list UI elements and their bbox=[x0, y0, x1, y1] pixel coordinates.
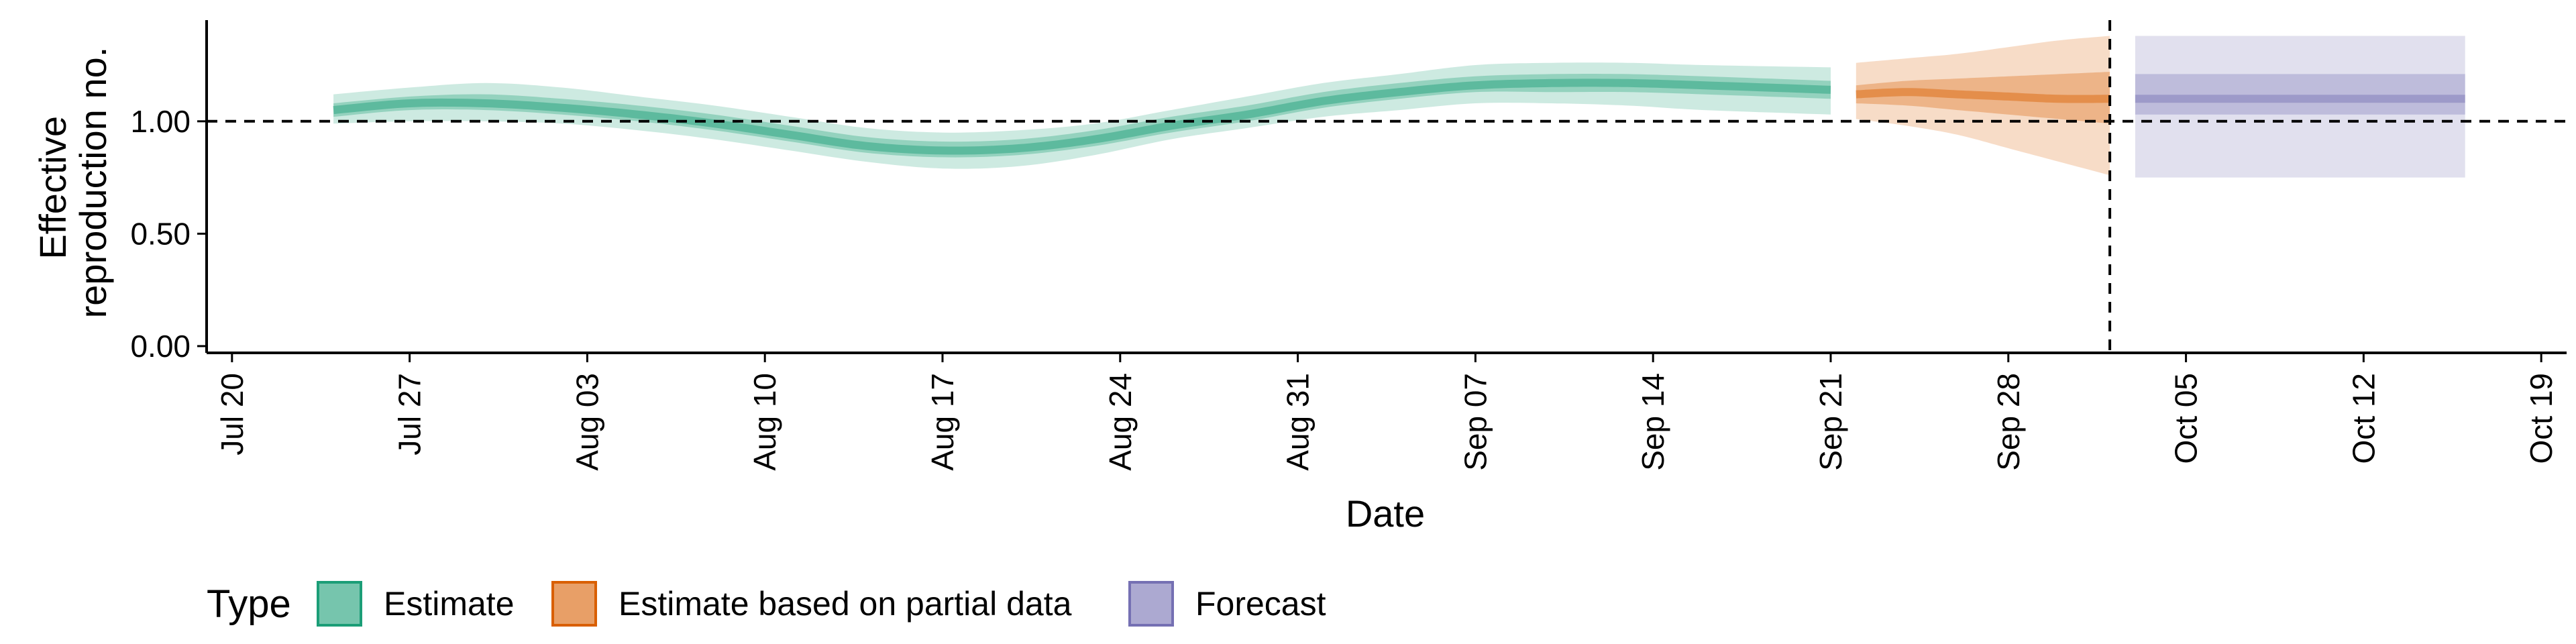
y-tick-label: 1.00 bbox=[130, 104, 191, 139]
legend-entries: Estimate Estimate based on partial data Fo… bbox=[317, 581, 1326, 627]
legend-label: Forecast bbox=[1195, 585, 1326, 623]
ribbon-layer bbox=[333, 36, 2465, 178]
x-tick-label: Jul 27 bbox=[392, 373, 427, 455]
y-axis-title-line-1: Effective bbox=[32, 116, 74, 260]
y-tick-label: 0.50 bbox=[130, 216, 191, 251]
x-axis-title: Date bbox=[1346, 492, 1425, 535]
x-tick-label: Aug 31 bbox=[1281, 373, 1316, 471]
legend-swatch bbox=[1128, 581, 1174, 627]
x-tick-label: Oct 19 bbox=[2524, 373, 2559, 464]
x-tick-label: Sep 14 bbox=[1635, 373, 1670, 471]
x-tick-label: Sep 07 bbox=[1458, 373, 1493, 471]
x-axis-ticks: Jul 20 Jul 27 Aug 03 Aug 10 Aug 17 Aug 24 Aug … bbox=[215, 353, 2559, 471]
forecast-ribbon-90 bbox=[2135, 36, 2465, 178]
estimate-based-on-partial-data-ribbon-50 bbox=[1856, 72, 2110, 124]
x-tick-label: Sep 28 bbox=[1991, 373, 2026, 471]
x-tick-label: Oct 12 bbox=[2346, 373, 2381, 464]
legend-swatch bbox=[317, 581, 362, 627]
y-tick-label: 0.00 bbox=[130, 329, 191, 364]
estimate-ribbon-90 bbox=[333, 62, 1831, 169]
legend-title: Type bbox=[207, 582, 291, 626]
forecast-ribbon-50 bbox=[2135, 74, 2465, 115]
legend: Type Estimate Estimate based on partial d… bbox=[207, 581, 1326, 627]
legend-swatch bbox=[551, 581, 597, 627]
x-tick-label: Jul 20 bbox=[215, 373, 250, 455]
x-tick-label: Aug 03 bbox=[570, 373, 604, 471]
legend-item-estimate: Estimate bbox=[317, 581, 515, 627]
axes bbox=[205, 20, 2567, 354]
y-axis-title-line-2: reproduction no. bbox=[72, 47, 114, 319]
estimate-median-line bbox=[333, 78, 1831, 155]
legend-label: Estimate based on partial data bbox=[619, 585, 1072, 623]
median-line-layer bbox=[333, 78, 2465, 155]
x-tick-label: Aug 17 bbox=[925, 373, 960, 471]
x-tick-label: Aug 24 bbox=[1103, 373, 1138, 471]
y-axis-ticks: 0.00 0.50 1.00 bbox=[130, 104, 207, 364]
legend-label: Estimate bbox=[384, 585, 515, 623]
x-tick-label: Sep 21 bbox=[1813, 373, 1848, 471]
x-tick-label: Aug 10 bbox=[747, 373, 782, 471]
estimate-based-on-partial-data-ribbon-90 bbox=[1856, 36, 2110, 176]
legend-item-estimate-based-on-partial-data: Estimate based on partial data bbox=[551, 581, 1072, 627]
estimate-ribbon-50 bbox=[333, 74, 1831, 158]
legend-item-forecast: Forecast bbox=[1128, 581, 1326, 627]
y-axis-title: Effective reproduction no. bbox=[32, 47, 114, 319]
estimate-based-on-partial-data-median-line bbox=[1854, 88, 2112, 103]
x-tick-label: Oct 05 bbox=[2169, 373, 2204, 464]
